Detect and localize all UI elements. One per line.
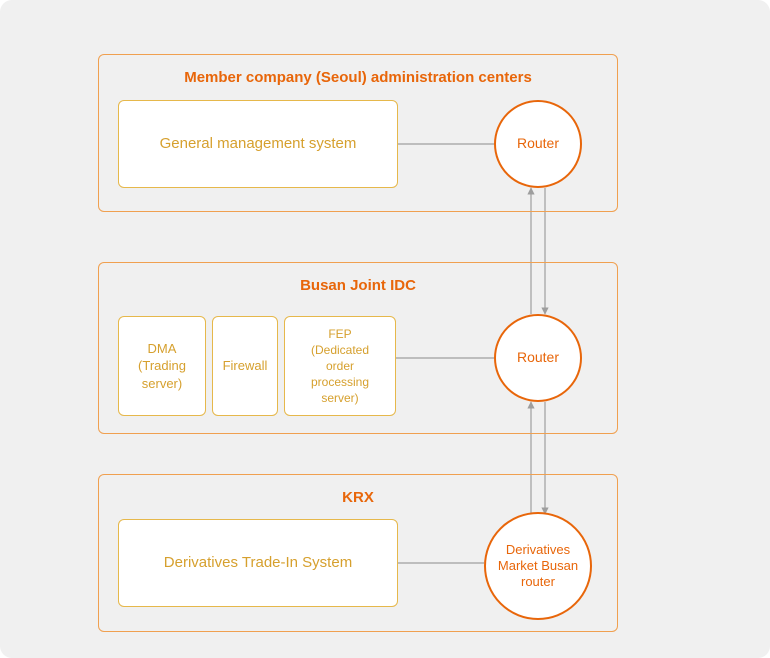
node-router-seoul: Router xyxy=(494,100,582,188)
node-router-busan-idc: Router xyxy=(494,314,582,402)
node-label: DerivativesMarket Busanrouter xyxy=(498,542,578,591)
node-label: FEP(Dedicatedorderprocessingserver) xyxy=(311,326,369,407)
node-dma-trading-server: DMA(Tradingserver) xyxy=(118,316,206,416)
group-title: Busan Joint IDC xyxy=(99,277,617,294)
node-label: General management system xyxy=(160,134,357,154)
node-label: Router xyxy=(517,349,559,367)
node-fep-server: FEP(Dedicatedorderprocessingserver) xyxy=(284,316,396,416)
node-label: Router xyxy=(517,135,559,153)
node-general-management-system: General management system xyxy=(118,100,398,188)
group-title: Member company (Seoul) administration ce… xyxy=(99,69,617,86)
node-firewall: Firewall xyxy=(212,316,278,416)
group-title: KRX xyxy=(99,489,617,506)
node-label: DMA(Tradingserver) xyxy=(138,340,186,393)
node-label: Derivatives Trade-In System xyxy=(164,553,352,573)
node-derivatives-trade-in: Derivatives Trade-In System xyxy=(118,519,398,607)
diagram-canvas: Member company (Seoul) administration ce… xyxy=(0,0,770,658)
node-derivatives-market-router: DerivativesMarket Busanrouter xyxy=(484,512,592,620)
node-label: Firewall xyxy=(223,357,268,375)
